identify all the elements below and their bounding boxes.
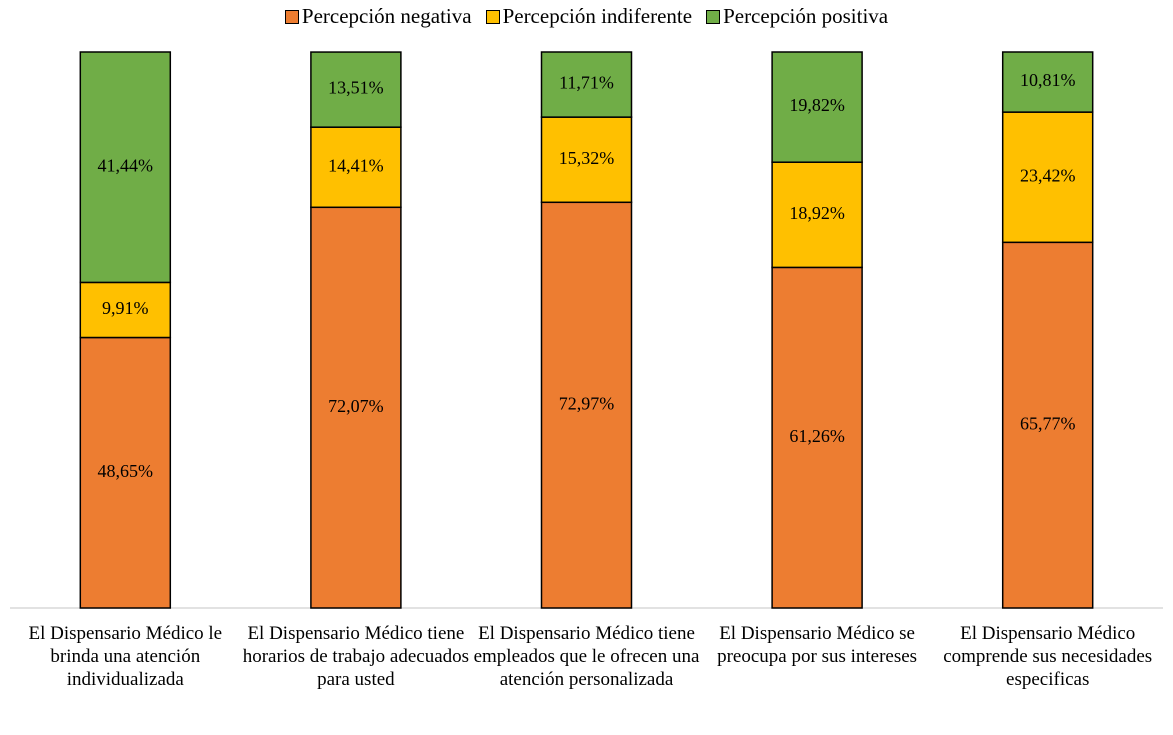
data-label: 72,07%: [328, 396, 384, 416]
bar-segment: [310, 51, 402, 128]
legend-swatch: [706, 9, 721, 24]
data-label: 18,92%: [789, 203, 845, 223]
data-label: 72,97%: [559, 393, 615, 413]
x-tick-label: El Dispensario Médico tiene horarios de …: [242, 623, 470, 690]
data-label: 14,41%: [328, 155, 384, 175]
legend-swatch: [284, 9, 299, 24]
bar-segment: [79, 51, 172, 284]
data-label: 9,91%: [102, 298, 149, 318]
x-tick-label: El Dispensario Médico comprende sus nece…: [943, 623, 1153, 690]
legend: Percepción negativa Percepción indiferent…: [0, 4, 1173, 29]
data-label: 15,32%: [559, 148, 615, 168]
data-label: 19,82%: [789, 95, 845, 115]
x-tick-label: El Dispensario Médico tiene empleados qu…: [473, 623, 700, 690]
bar-segment: [1001, 111, 1094, 244]
legend-item: Percepción indiferente: [485, 4, 693, 29]
legend-label: Percepción positiva: [723, 4, 889, 28]
legend-swatch: [485, 9, 500, 24]
data-label: 41,44%: [98, 155, 154, 175]
bar-segment: [540, 201, 633, 609]
legend-label: Percepción indiferente: [502, 4, 693, 28]
data-label: 61,26%: [789, 426, 845, 446]
data-label: 11,71%: [559, 73, 614, 93]
bar-segment: [771, 51, 863, 163]
bar-segment: [310, 206, 402, 609]
bar-segment: [771, 161, 863, 269]
data-label: 10,81%: [1020, 70, 1076, 90]
data-label: 13,51%: [328, 78, 384, 98]
x-tick-label: El Dispensario Médico se preocupa por su…: [717, 623, 918, 667]
legend-item: Percepción positiva: [706, 4, 888, 29]
legend-label: Percepción negativa: [301, 4, 472, 28]
x-tick-label: El Dispensario Médico le brinda una aten…: [28, 623, 223, 690]
data-label: 48,65%: [98, 461, 154, 481]
data-label: 23,42%: [1020, 165, 1076, 185]
data-label: 65,77%: [1020, 413, 1076, 433]
bar-segment: [1001, 51, 1094, 113]
legend-item: Percepción negativa: [284, 4, 472, 29]
bar-segment: [540, 51, 633, 118]
